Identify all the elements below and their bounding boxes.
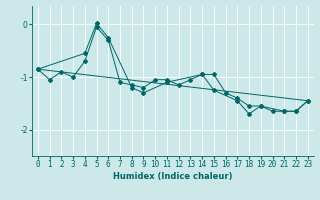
X-axis label: Humidex (Indice chaleur): Humidex (Indice chaleur) — [113, 172, 233, 181]
